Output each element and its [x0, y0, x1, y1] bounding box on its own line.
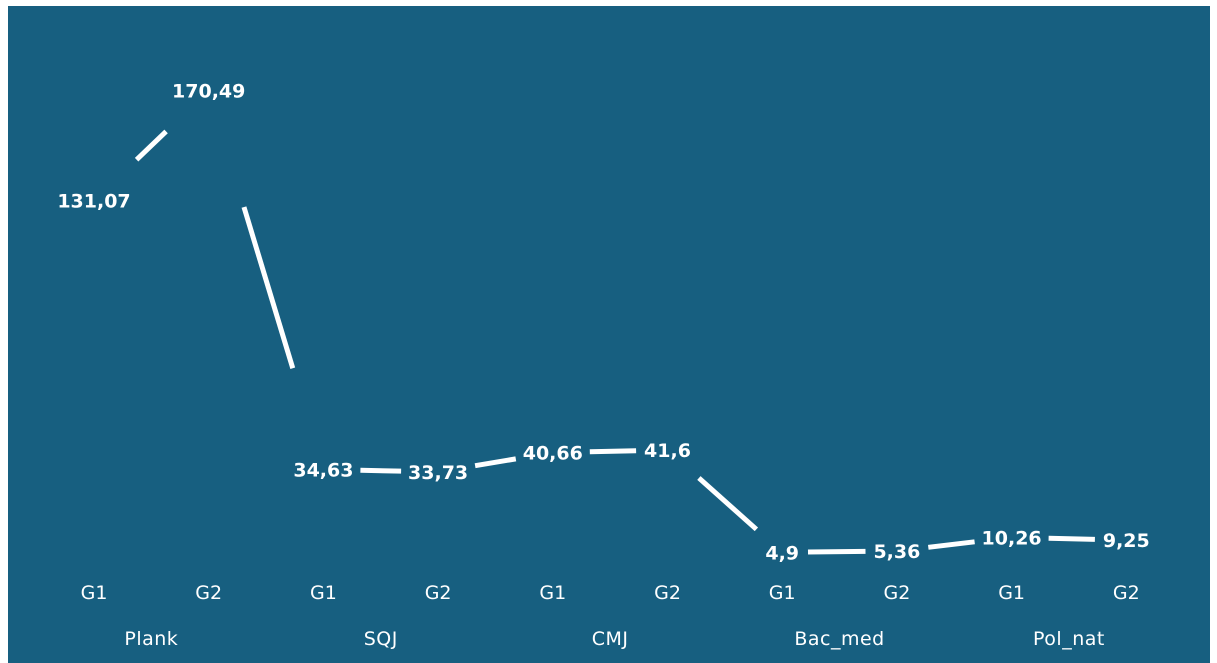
x-group-labels: Plank SQJ CMJ Bac_med Pol_nat — [124, 628, 1104, 650]
data-label-3: 33,73 — [408, 462, 468, 484]
series-segment-4 — [589, 448, 637, 455]
x-group-label-3: Bac_med — [794, 628, 884, 650]
x-tick-label-6: G1 — [769, 582, 796, 604]
data-label-6: 4,9 — [765, 542, 799, 564]
series-segment-8 — [1048, 535, 1095, 542]
series-segment-6 — [807, 548, 866, 555]
data-label-9: 9,25 — [1103, 530, 1150, 552]
x-tick-labels: G1 G2 G1 G2 G1 G2 G1 G2 G1 G2 — [81, 582, 1140, 604]
data-label-8: 10,26 — [982, 527, 1042, 549]
x-tick-label-3: G2 — [425, 582, 452, 604]
x-tick-label-7: G2 — [883, 582, 910, 604]
data-label-4: 40,66 — [523, 443, 583, 465]
data-labels: 131,07 170,49 34,63 33,73 40,66 41,6 4,9 5,36 10… — [57, 81, 1149, 565]
data-label-5: 41,6 — [644, 440, 691, 462]
series-segment-1 — [241, 206, 296, 369]
x-group-label-0: Plank — [124, 628, 178, 650]
data-label-2: 34,63 — [293, 459, 353, 481]
x-tick-label-8: G1 — [998, 582, 1025, 604]
x-tick-label-9: G2 — [1113, 582, 1140, 604]
x-group-label-1: SQJ — [364, 628, 398, 650]
x-tick-label-4: G1 — [539, 582, 566, 604]
x-tick-label-2: G1 — [310, 582, 337, 604]
series-segment-2 — [360, 467, 402, 474]
series-segment-0 — [134, 129, 168, 162]
chart-area: 131,07 170,49 34,63 33,73 40,66 41,6 4,9 5,36 10… — [8, 6, 1210, 663]
x-tick-label-0: G1 — [81, 582, 108, 604]
line-chart: 131,07 170,49 34,63 33,73 40,66 41,6 4,9 5,36 10… — [57, 81, 1149, 650]
x-group-label-2: CMJ — [592, 628, 629, 650]
data-label-1: 170,49 — [172, 81, 245, 103]
x-tick-label-5: G2 — [654, 582, 681, 604]
x-tick-label-1: G2 — [195, 582, 222, 604]
series-line — [134, 129, 1095, 555]
series-segment-7 — [928, 539, 975, 550]
drop-lines — [92, 102, 1128, 566]
series-segment-3 — [474, 456, 517, 469]
data-label-0: 131,07 — [57, 191, 130, 213]
series-segment-5 — [697, 476, 759, 532]
data-label-7: 5,36 — [873, 541, 920, 563]
x-group-label-4: Pol_nat — [1033, 628, 1105, 650]
